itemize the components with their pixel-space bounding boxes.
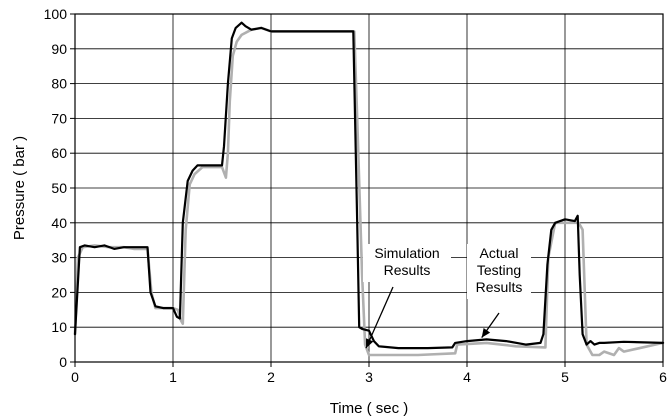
annotation-label: Simulation bbox=[374, 245, 439, 261]
y-axis-title: Pressure ( bar ) bbox=[11, 136, 28, 240]
x-tick-label: 1 bbox=[169, 369, 177, 385]
x-tick-label: 3 bbox=[365, 369, 373, 385]
y-tick-label: 10 bbox=[51, 319, 67, 335]
x-tick-label: 5 bbox=[561, 369, 569, 385]
series-line-actual-testing-results bbox=[73, 21, 665, 350]
y-axis-ticks: 0 10 20 30 40 50 60 70 80 90 100 bbox=[44, 6, 75, 370]
y-tick-label: 20 bbox=[51, 284, 67, 300]
x-axis-title: Time ( sec ) bbox=[330, 400, 409, 417]
y-tick-label: 0 bbox=[59, 354, 67, 370]
annotation-background bbox=[363, 244, 451, 282]
x-axis-ticks: 0 1 2 3 4 5 6 bbox=[71, 362, 667, 385]
x-tick-label: 4 bbox=[463, 369, 471, 385]
annotation-label: Testing bbox=[477, 262, 521, 278]
y-tick-label: 90 bbox=[51, 41, 67, 57]
annotation-arrowhead bbox=[481, 327, 491, 338]
annotation-label: Results bbox=[476, 279, 523, 295]
y-tick-label: 70 bbox=[51, 110, 67, 126]
x-tick-label: 6 bbox=[659, 369, 667, 385]
annotation-label: Actual bbox=[480, 245, 519, 261]
series-layer bbox=[73, 21, 665, 357]
annotation-background bbox=[467, 244, 531, 299]
y-tick-label: 100 bbox=[44, 6, 68, 22]
y-tick-label: 60 bbox=[51, 145, 67, 161]
x-tick-label: 0 bbox=[71, 369, 79, 385]
annotation-label: Results bbox=[384, 262, 431, 278]
y-tick-label: 40 bbox=[51, 215, 67, 231]
annotation-arrowhead bbox=[366, 338, 374, 349]
y-tick-label: 80 bbox=[51, 76, 67, 92]
y-tick-label: 30 bbox=[51, 250, 67, 266]
x-tick-label: 2 bbox=[267, 369, 275, 385]
annotation-arrow bbox=[365, 286, 394, 349]
y-tick-label: 50 bbox=[51, 180, 67, 196]
